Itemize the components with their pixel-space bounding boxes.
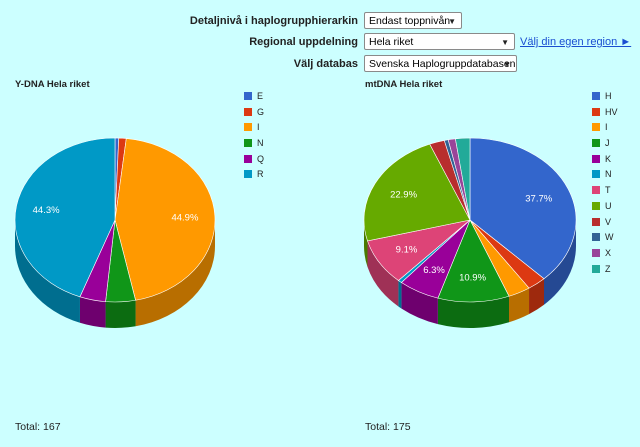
legend-swatch: [592, 217, 600, 226]
mtdna-hela-riket-slice-z[interactable]: [455, 137, 471, 221]
y-dna-hela-riket-side-q: [79, 296, 106, 328]
chevron-down-icon: ▼: [501, 38, 509, 47]
mtdna-hela-riket-data-label-u: 22.9%: [390, 189, 417, 200]
chevron-down-icon: ▼: [448, 17, 456, 26]
mtdna-hela-riket-pie-top: [363, 137, 577, 303]
legend-swatch: [592, 107, 600, 116]
legend-label: X: [605, 247, 612, 258]
legend-label: E: [257, 91, 264, 101]
legend-swatch: [592, 154, 600, 163]
legend-swatch: [592, 264, 600, 273]
y-dna-hela-riket-side-n: [105, 300, 136, 328]
y-dna-hela-riket-slice-r[interactable]: [14, 137, 116, 298]
y-dna-hela-riket-data-label-i: 44.9%: [171, 212, 198, 223]
legend-label: W: [605, 232, 614, 243]
ydna-chart-title: Y-DNA Hela riket: [15, 79, 90, 90]
y-dna-hela-riket-side-r: [15, 220, 80, 323]
mtdna-chart-title: mtDNA Hela riket: [365, 79, 443, 90]
mtdna-hela-riket-data-label-h: 37.7%: [525, 193, 552, 204]
mtdna-hela-riket-slice-j[interactable]: [437, 219, 510, 303]
mtdna-hela-riket-data-label-t: 9.1%: [396, 245, 418, 256]
legend-label: Z: [605, 263, 611, 274]
legend-swatch: [592, 170, 600, 179]
legend-label: T: [605, 185, 611, 196]
region-label: Regional uppdelning: [249, 36, 358, 48]
legend-label: Q: [257, 153, 265, 164]
y-dna-hela-riket-pie-sides: [15, 220, 215, 328]
mtdna-hela-riket-data-label-k: 6.3%: [423, 265, 445, 276]
y-dna-hela-riket-slice-i[interactable]: [114, 138, 216, 301]
legend-label: U: [605, 200, 612, 211]
y-dna-hela-riket-pie-top: [14, 137, 216, 303]
y-dna-hela-riket-side-i: [135, 220, 215, 327]
choose-region-link[interactable]: Välj din egen region ►: [520, 36, 632, 48]
legend-label: G: [257, 106, 265, 117]
legend-swatch: [592, 123, 600, 132]
legend-label: I: [257, 122, 260, 133]
detail-select[interactable]: Endast toppnivån ▼: [364, 12, 462, 29]
mtdna-hela-riket-side-k: [401, 282, 438, 325]
mtdna-hela-riket-side-n: [398, 280, 402, 309]
legend-label: N: [257, 138, 264, 149]
mtdna-hela-riket-data-label-j: 10.9%: [459, 272, 486, 283]
mtdna-hela-riket-side-j: [437, 296, 510, 328]
detail-select-value: Endast toppnivån: [369, 15, 451, 27]
region-row: Regional uppdelning Hela riket ▼ Välj di…: [0, 33, 640, 53]
legend-swatch: [592, 186, 600, 195]
mtdna-total: Total: 175: [365, 421, 411, 433]
legend-label: J: [605, 138, 610, 149]
legend-swatch: [244, 139, 252, 148]
legend-label: HV: [605, 106, 618, 117]
mtdna-hela-riket-side-hv: [529, 278, 545, 315]
legend-swatch: [592, 92, 600, 100]
mtdna-hela-riket-slice-u[interactable]: [363, 143, 471, 242]
legend-swatch: [244, 123, 252, 132]
legend-swatch: [244, 107, 252, 116]
region-select[interactable]: Hela riket ▼: [364, 33, 515, 50]
mtdna-hela-riket-side-i: [509, 288, 530, 323]
region-select-value: Hela riket: [369, 36, 414, 48]
legend-swatch: [244, 92, 252, 100]
legend-label: R: [257, 169, 264, 180]
database-select-value: Svenska Haplogruppdatabasen: [369, 58, 516, 70]
legend-swatch: [592, 139, 600, 148]
legend-label: N: [605, 169, 612, 180]
chevron-down-icon: ▼: [503, 60, 511, 69]
legend-swatch: [244, 170, 252, 179]
detail-label: Detaljnivå i haplogrupphierarkin: [189, 15, 358, 27]
database-row: Välj databas Svenska Haplogruppdatabasen…: [0, 55, 640, 75]
legend-label: I: [605, 122, 608, 133]
database-label: Välj databas: [293, 58, 358, 70]
ydna-total: Total: 167: [15, 421, 61, 433]
detail-row: Detaljnivå i haplogrupphierarkin Endast …: [0, 12, 640, 32]
legend-swatch: [244, 154, 252, 163]
legend-label: K: [605, 153, 612, 164]
legend-swatch: [592, 248, 600, 257]
legend-label: V: [605, 216, 612, 227]
y-dna-hela-riket-data-label-r: 44.3%: [33, 205, 60, 216]
legend-label: H: [605, 91, 612, 101]
legend-swatch: [592, 233, 600, 242]
mtdna-hela-riket-slice-h[interactable]: [469, 137, 577, 280]
legend-swatch: [592, 201, 600, 210]
database-select[interactable]: Svenska Haplogruppdatabasen ▼: [364, 55, 517, 72]
mtdna-hela-riket-side-h: [544, 220, 576, 305]
